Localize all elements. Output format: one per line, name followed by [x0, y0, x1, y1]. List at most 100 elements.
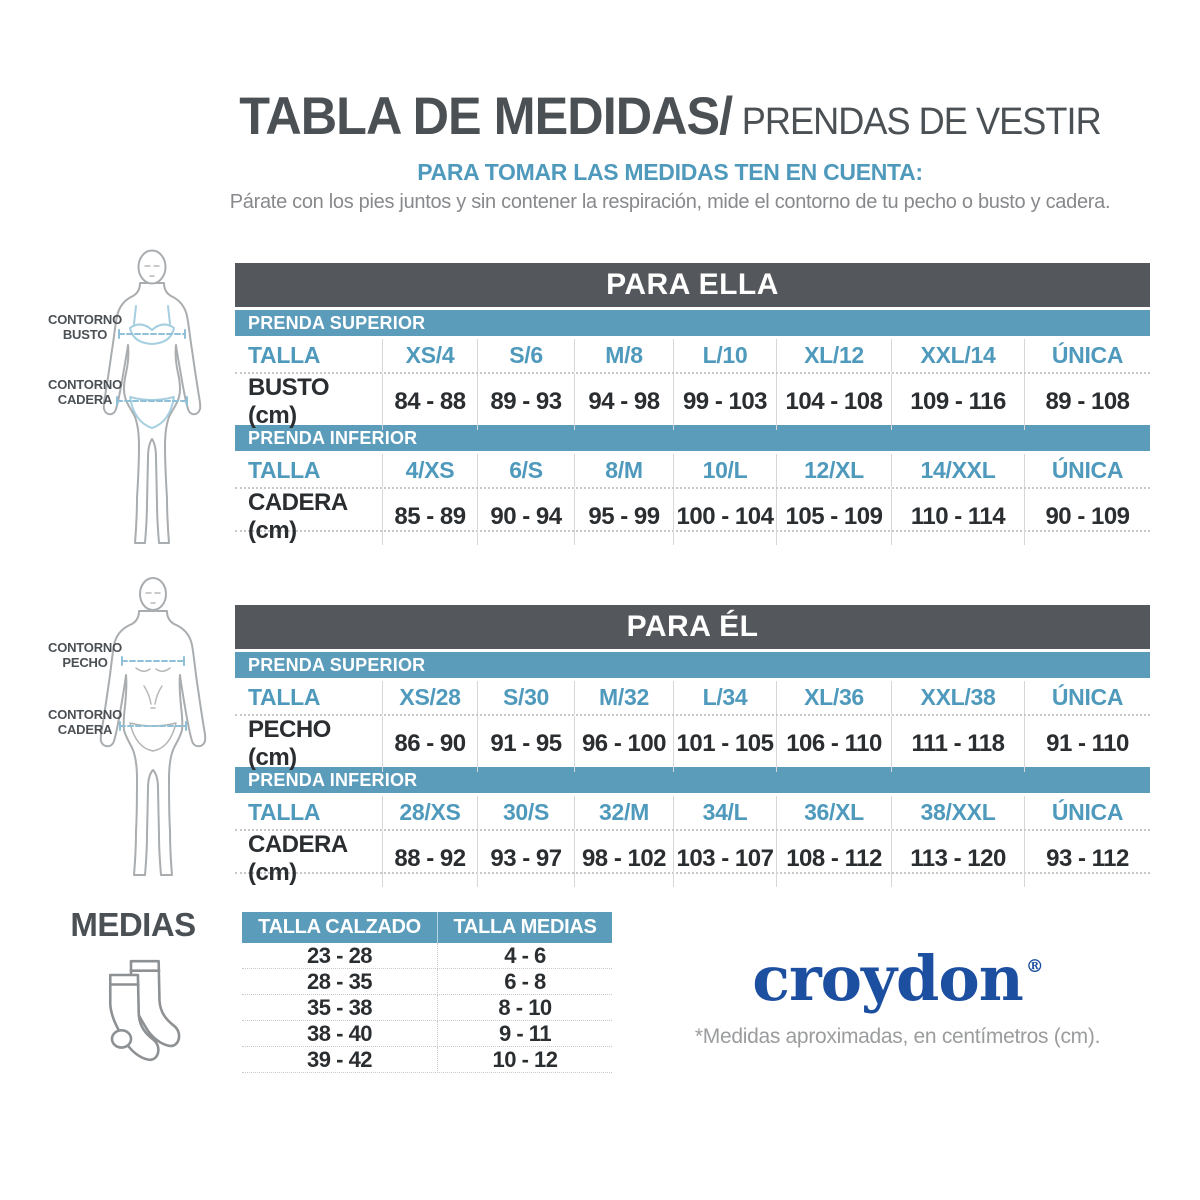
- size-cell: XXL/14: [892, 339, 1025, 372]
- socks-table-header: TALLA CALZADO TALLA MEDIAS: [242, 912, 612, 943]
- size-table-para-el: PARA ÉL PRENDA SUPERIOR TALLA XS/28 S/30 M…: [235, 605, 1150, 887]
- value-cell: 86 - 90: [383, 716, 478, 772]
- socks-table-row: 38 - 40 9 - 11: [242, 1021, 612, 1047]
- instruction-heading: PARA TOMAR LAS MEDIDAS TEN EN CUENTA:: [417, 159, 923, 185]
- value-cell: 105 - 109: [777, 489, 892, 545]
- female-head: [137, 249, 167, 285]
- sock-size-cell: 10 - 12: [492, 1047, 558, 1072]
- section-label: PRENDA SUPERIOR: [248, 654, 426, 675]
- talla-header-cell: TALLA: [235, 339, 383, 372]
- size-cell: 34/L: [674, 796, 777, 829]
- section-bar-prenda-inferior: PRENDA INFERIOR: [235, 425, 1150, 451]
- measure-row: CADERA (cm) 85 - 89 90 - 94 95 - 99 100 - 1…: [235, 489, 1150, 545]
- value-cell: 84 - 88: [383, 374, 478, 430]
- medias-section-title: MEDIAS: [70, 906, 196, 943]
- shoe-size-cell: 35 - 38: [242, 995, 439, 1021]
- value-cell: 108 - 112: [777, 831, 892, 887]
- male-hip-label: CONTORNO CADERA: [48, 707, 122, 737]
- value-cell: 106 - 110: [777, 716, 892, 772]
- measure-header-cell: PECHO (cm): [235, 716, 383, 772]
- value-cell: 111 - 118: [892, 716, 1025, 772]
- sock-size-cell: 6 - 8: [504, 969, 546, 994]
- size-cell: 4/XS: [383, 454, 478, 487]
- size-cell: ÚNICA: [1051, 799, 1124, 825]
- size-cell: 28/XS: [383, 796, 478, 829]
- female-body-outline: [102, 282, 202, 544]
- size-cell: L/10: [674, 339, 777, 372]
- brand-block: croydon ® *Medidas aproximadas, en centím…: [645, 946, 1150, 1049]
- section-label: PRENDA INFERIOR: [248, 769, 418, 790]
- measure-row: CADERA (cm) 88 - 92 93 - 97 98 - 102 103 - …: [235, 831, 1150, 887]
- value-cell: 90 - 109: [1045, 503, 1130, 530]
- sock-size-cell: 9 - 11: [499, 1021, 552, 1046]
- value-cell: 89 - 93: [478, 374, 575, 430]
- brand-name: croydon: [752, 942, 1024, 1015]
- table-title-bar: PARA ÉL: [235, 605, 1150, 649]
- size-cell: M/32: [575, 681, 674, 714]
- measure-row: PECHO (cm) 86 - 90 91 - 95 96 - 100 101 - 1…: [235, 716, 1150, 772]
- registered-trademark-mark: ®: [1025, 956, 1044, 977]
- size-cell: 32/M: [575, 796, 674, 829]
- female-bust-label: CONTORNO BUSTO: [48, 312, 122, 342]
- size-cell: 10/L: [674, 454, 777, 487]
- size-cell: XL/12: [777, 339, 892, 372]
- page-title: TABLA DE MEDIDAS/PRENDAS DE VESTIR: [167, 86, 1174, 147]
- value-cell: 104 - 108: [777, 374, 892, 430]
- value-cell: 90 - 94: [478, 489, 575, 545]
- section-bar-prenda-inferior: PRENDA INFERIOR: [235, 767, 1150, 793]
- value-cell: 94 - 98: [575, 374, 674, 430]
- shoe-size-cell: 28 - 35: [242, 969, 439, 995]
- male-body-outline: [99, 610, 207, 876]
- socks-table-row: 39 - 42 10 - 12: [242, 1047, 612, 1073]
- size-cell: 12/XL: [777, 454, 892, 487]
- value-cell: 103 - 107: [674, 831, 777, 887]
- brand-logo: croydon ®: [645, 946, 1150, 1011]
- size-cell: ÚNICA: [1051, 457, 1124, 483]
- talla-header-cell: TALLA: [235, 681, 383, 714]
- size-cell: XS/28: [383, 681, 478, 714]
- socks-size-table: TALLA CALZADO TALLA MEDIAS 23 - 28 4 - 6…: [242, 912, 612, 1073]
- size-cell: ÚNICA: [1051, 684, 1124, 710]
- section-label: PRENDA SUPERIOR: [248, 312, 426, 333]
- size-table-para-ella: PARA ELLA PRENDA SUPERIOR TALLA XS/4 S/6 M…: [235, 263, 1150, 545]
- value-cell: 101 - 105: [674, 716, 777, 772]
- talla-row: TALLA 28/XS 30/S 32/M 34/L 36/XL 38/XXL ÚNICA: [235, 796, 1150, 831]
- talla-header-cell: TALLA: [235, 454, 383, 487]
- male-head: [139, 577, 167, 611]
- value-cell: 85 - 89: [383, 489, 478, 545]
- value-cell: 91 - 95: [478, 716, 575, 772]
- size-cell: M/8: [575, 339, 674, 372]
- value-cell: 91 - 110: [1046, 730, 1129, 757]
- size-cell: 8/M: [575, 454, 674, 487]
- male-face-hint: [145, 592, 161, 604]
- size-cell: XL/36: [777, 681, 892, 714]
- sock-size-header: TALLA MEDIAS: [453, 916, 597, 938]
- value-cell: 99 - 103: [674, 374, 777, 430]
- shoe-size-cell: 38 - 40: [242, 1021, 439, 1047]
- table-title-bar: PARA ELLA: [235, 263, 1150, 307]
- size-cell: 6/S: [478, 454, 575, 487]
- value-cell: 100 - 104: [674, 489, 777, 545]
- size-cell: 30/S: [478, 796, 575, 829]
- talla-row: TALLA XS/4 S/6 M/8 L/10 XL/12 XXL/14 ÚNICA: [235, 339, 1150, 374]
- section-label: PRENDA INFERIOR: [248, 427, 418, 448]
- female-bra: [129, 305, 175, 345]
- value-cell: 113 - 120: [892, 831, 1025, 887]
- male-figure-illustration: [99, 577, 207, 876]
- page-title-main: TABLA DE MEDIDAS/: [239, 87, 733, 146]
- talla-row: TALLA XS/28 S/30 M/32 L/34 XL/36 XXL/38 ÚNICA: [235, 681, 1150, 716]
- measure-row: BUSTO (cm) 84 - 88 89 - 93 94 - 98 99 - 103…: [235, 374, 1150, 430]
- size-cell: S/6: [478, 339, 575, 372]
- value-cell: 109 - 116: [892, 374, 1025, 430]
- size-cell: XS/4: [383, 339, 478, 372]
- socks-table-row: 23 - 28 4 - 6: [242, 943, 612, 969]
- female-figure-illustration: [102, 249, 202, 544]
- size-cell: 36/XL: [777, 796, 892, 829]
- value-cell: 95 - 99: [575, 489, 674, 545]
- measurements-footnote: *Medidas aproximadas, en centímetros (cm…: [694, 1025, 1101, 1049]
- female-face-hint: [144, 265, 160, 277]
- section-bar-prenda-superior: PRENDA SUPERIOR: [235, 652, 1150, 678]
- shoe-size-cell: 39 - 42: [242, 1047, 439, 1073]
- male-chest-label: CONTORNO PECHO: [48, 640, 122, 670]
- value-cell: 98 - 102: [575, 831, 674, 887]
